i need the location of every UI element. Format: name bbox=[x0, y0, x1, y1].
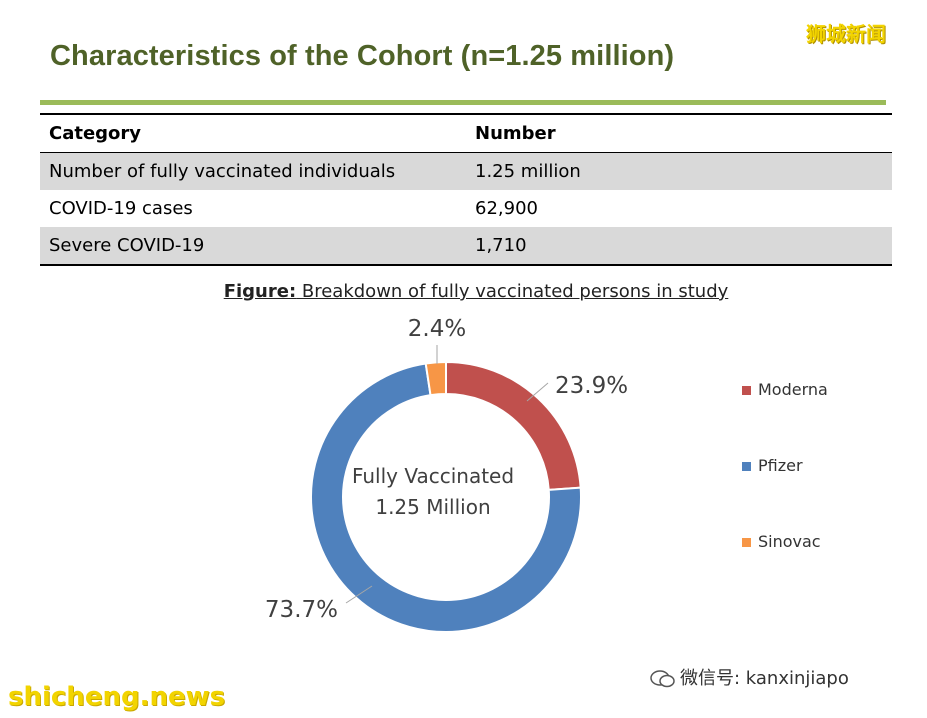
table-row: Severe COVID-19 1,710 bbox=[40, 227, 892, 265]
donut-center-text-1: Fully Vaccinated bbox=[352, 464, 514, 488]
table-cell-number: 62,900 bbox=[475, 198, 538, 219]
table-cell-number: 1,710 bbox=[466, 227, 892, 265]
chart-legend: Moderna Pfizer Sinovac bbox=[742, 380, 862, 608]
legend-item-moderna: Moderna bbox=[742, 380, 862, 456]
data-label-sinovac: 2.4% bbox=[408, 316, 466, 342]
donut-slice-pfizer bbox=[310, 362, 582, 633]
table-cell-number: 1.25 million bbox=[466, 152, 892, 190]
wechat-icon bbox=[650, 670, 675, 688]
table-cell-category: Number of fully vaccinated individuals bbox=[40, 152, 466, 190]
figure-caption: Figure: Breakdown of fully vaccinated pe… bbox=[0, 281, 927, 302]
watermark-logo-top: 狮城新闻 bbox=[806, 22, 886, 46]
legend-label-pfizer: Pfizer bbox=[758, 456, 803, 475]
slide-title: Characteristics of the Cohort (n=1.25 mi… bbox=[50, 40, 675, 72]
data-label-pfizer: 73.7% bbox=[265, 597, 338, 623]
donut-slice-sinovac bbox=[424, 360, 447, 397]
table-cell-category: COVID-19 cases bbox=[49, 198, 193, 219]
table-cell-category: Severe COVID-19 bbox=[40, 227, 466, 265]
cohort-table: Category Number Number of fully vaccinat… bbox=[40, 113, 892, 266]
wechat-watermark-text: 微信号: kanxinjiapo bbox=[680, 668, 849, 689]
legend-item-pfizer: Pfizer bbox=[742, 456, 862, 532]
header-category: Category bbox=[40, 114, 466, 153]
title-divider bbox=[40, 100, 886, 105]
legend-label-sinovac: Sinovac bbox=[758, 532, 821, 551]
site-watermark: shicheng.news bbox=[8, 682, 226, 712]
donut-center-text-2: 1.25 Million bbox=[375, 495, 490, 519]
header-number: Number bbox=[466, 114, 892, 153]
figure-caption-text: Breakdown of fully vaccinated persons in… bbox=[296, 281, 729, 302]
legend-swatch-pfizer bbox=[742, 462, 751, 471]
leader-line-moderna bbox=[526, 382, 549, 402]
legend-item-sinovac: Sinovac bbox=[742, 532, 862, 608]
table-row: COVID-19 cases 62,900 bbox=[40, 190, 892, 227]
figure-caption-lead: Figure: bbox=[223, 281, 297, 302]
wechat-watermark: 微信号: kanxinjiapo bbox=[650, 664, 849, 690]
legend-swatch-moderna bbox=[742, 386, 751, 395]
table-row: Number of fully vaccinated individuals 1… bbox=[40, 152, 892, 190]
data-label-moderna: 23.9% bbox=[555, 373, 628, 399]
legend-label-moderna: Moderna bbox=[758, 380, 828, 399]
leader-line-pfizer bbox=[345, 585, 373, 604]
table-header-row: Category Number bbox=[40, 114, 892, 153]
legend-swatch-sinovac bbox=[742, 538, 751, 547]
